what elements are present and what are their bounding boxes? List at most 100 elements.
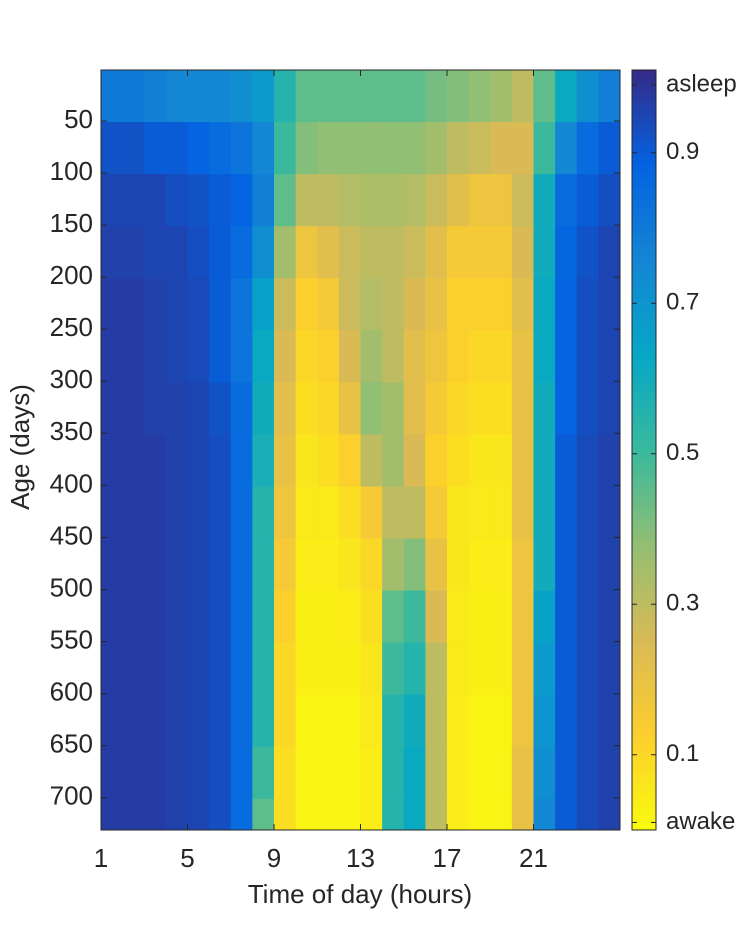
- heat-cell: [403, 434, 426, 487]
- heat-cell: [274, 590, 297, 644]
- heat-cell: [122, 226, 145, 279]
- heat-cell: [165, 642, 188, 696]
- heat-cell: [230, 122, 253, 175]
- heat-cell: [511, 538, 534, 592]
- heat-cell: [338, 694, 361, 748]
- heat-cell: [317, 330, 340, 383]
- heat-cell: [230, 278, 253, 331]
- heat-cell: [598, 798, 621, 831]
- heat-cell: [468, 226, 491, 279]
- heat-cell: [425, 278, 448, 331]
- heat-cell: [533, 70, 556, 123]
- heat-cell: [317, 538, 340, 592]
- heat-cell: [490, 278, 513, 331]
- heat-cell: [101, 174, 124, 227]
- heat-cell: [101, 278, 124, 331]
- colorbar-tick-label: awake: [666, 808, 735, 835]
- heat-cell: [295, 434, 318, 487]
- heat-cell: [403, 538, 426, 592]
- heat-cell: [576, 174, 599, 227]
- heat-cell: [144, 538, 167, 592]
- heat-cell: [511, 642, 534, 696]
- heat-cell: [598, 694, 621, 748]
- heat-cell: [165, 486, 188, 539]
- heat-cell: [576, 226, 599, 279]
- heat-cell: [338, 330, 361, 383]
- heat-cell: [252, 70, 275, 123]
- x-tick-label: 9: [267, 843, 281, 873]
- heat-cell: [447, 226, 470, 279]
- heat-cell: [425, 434, 448, 487]
- y-axis-label: Age (days): [5, 384, 35, 510]
- x-axis-label: Time of day (hours): [248, 879, 472, 909]
- x-tick-label: 17: [433, 843, 462, 873]
- heat-cell: [338, 382, 361, 435]
- heat-cell: [317, 798, 340, 831]
- heat-cell: [295, 486, 318, 539]
- heat-cell: [382, 122, 405, 175]
- heat-cell: [447, 746, 470, 800]
- heat-cell: [403, 174, 426, 227]
- y-tick-label: 300: [50, 364, 93, 394]
- heat-cell: [382, 278, 405, 331]
- heat-cell: [490, 798, 513, 831]
- heat-cell: [360, 486, 383, 539]
- heat-cell: [187, 642, 210, 696]
- heat-cell: [576, 746, 599, 800]
- heat-cell: [274, 278, 297, 331]
- heat-cell: [122, 122, 145, 175]
- heat-cell: [165, 70, 188, 123]
- heat-cell: [555, 382, 578, 435]
- heat-cell: [468, 70, 491, 123]
- colorbar-tick-label: 0.3: [666, 590, 699, 617]
- y-tick-label: 500: [50, 572, 93, 602]
- y-tick-label: 50: [64, 104, 93, 134]
- heat-cell: [209, 798, 232, 831]
- heat-cell: [425, 486, 448, 539]
- heat-cell: [252, 278, 275, 331]
- heat-cell: [165, 226, 188, 279]
- heat-cell: [144, 746, 167, 800]
- heat-cell: [317, 486, 340, 539]
- heat-cell: [165, 590, 188, 644]
- heat-cell: [187, 70, 210, 123]
- heat-cell: [511, 746, 534, 800]
- heat-cell: [555, 174, 578, 227]
- heat-cell: [533, 434, 556, 487]
- heat-cell: [122, 278, 145, 331]
- y-tick-label: 450: [50, 520, 93, 550]
- heat-cell: [338, 642, 361, 696]
- heat-cell: [490, 642, 513, 696]
- heat-cell: [274, 538, 297, 592]
- heat-cell: [447, 70, 470, 123]
- heat-cell: [490, 70, 513, 123]
- heat-cell: [252, 226, 275, 279]
- y-tick-label: 150: [50, 208, 93, 238]
- heat-cell: [144, 330, 167, 383]
- heat-cell: [317, 122, 340, 175]
- heat-cell: [144, 486, 167, 539]
- heat-cell: [274, 642, 297, 696]
- heat-cell: [576, 590, 599, 644]
- heat-cell: [598, 642, 621, 696]
- heat-cell: [187, 486, 210, 539]
- heat-cell: [533, 642, 556, 696]
- heat-cell: [555, 226, 578, 279]
- heat-cell: [317, 174, 340, 227]
- heat-cell: [122, 798, 145, 831]
- heat-cell: [295, 122, 318, 175]
- heat-cell: [122, 590, 145, 644]
- heat-cell: [295, 642, 318, 696]
- heat-cell: [533, 486, 556, 539]
- heat-cell: [122, 382, 145, 435]
- heat-cell: [317, 382, 340, 435]
- heat-cell: [576, 434, 599, 487]
- heat-cell: [490, 122, 513, 175]
- heat-cell: [382, 382, 405, 435]
- heat-cell: [165, 746, 188, 800]
- heat-cell: [144, 382, 167, 435]
- heat-cell: [187, 694, 210, 748]
- heat-cell: [230, 382, 253, 435]
- heat-cell: [165, 174, 188, 227]
- heat-cell: [252, 174, 275, 227]
